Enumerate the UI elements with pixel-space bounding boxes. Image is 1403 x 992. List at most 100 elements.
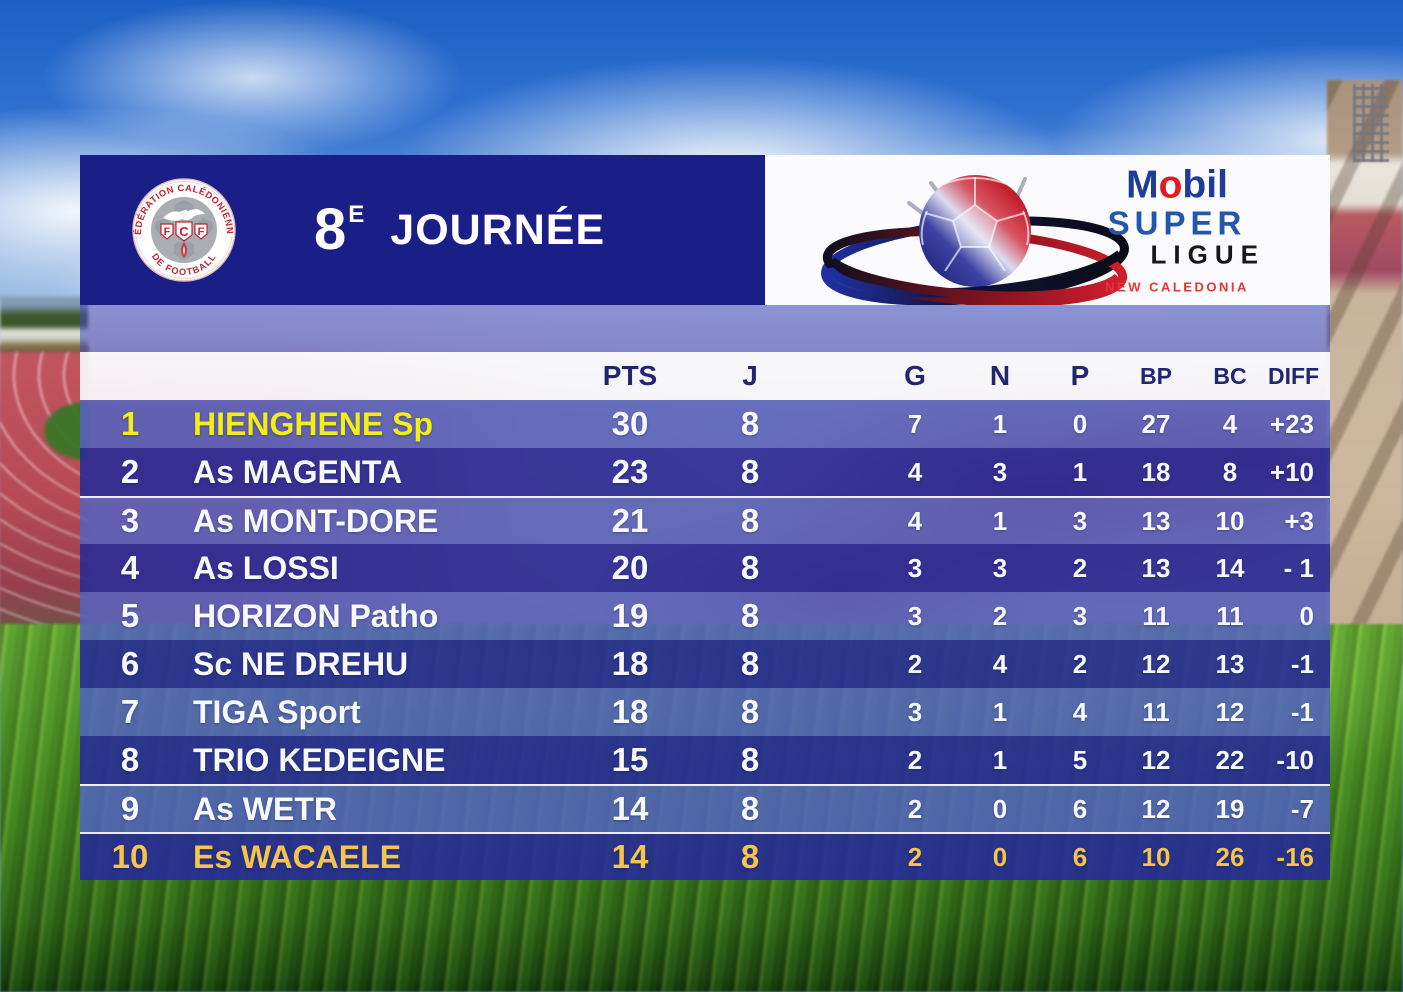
cell-j: 8: [740, 405, 760, 442]
cell-diff: -1: [1290, 696, 1314, 727]
fcf-letter-c: C: [179, 224, 189, 239]
cell-diff: +10: [1269, 456, 1314, 487]
new-caledonia-text: NEW CALEDONIA: [1105, 279, 1249, 295]
col-header-j: J: [742, 360, 758, 391]
table-row: 6 Sc NE DREHU 18 8 2 4 2 12 13 -1: [80, 640, 1330, 688]
cell-pts: 19: [611, 597, 649, 634]
col-header-bc: BC: [1213, 362, 1247, 389]
cell-team: Sc NE DREHU: [193, 645, 409, 682]
cell-bc: 14: [1215, 552, 1245, 583]
league-wordmark: Mobil SUPER LIGUE NEW CALEDONIA: [1088, 166, 1266, 295]
cell-j: 8: [740, 453, 760, 490]
cell-pts: 30: [611, 405, 649, 442]
cell-bp: 13: [1141, 552, 1171, 583]
cell-team: As WETR: [193, 790, 337, 827]
cell-team: As LOSSI: [193, 549, 339, 586]
cell-bp: 27: [1141, 408, 1171, 439]
cell-j: 8: [740, 693, 760, 730]
cell-j: 8: [740, 790, 760, 827]
cell-bp: 11: [1142, 600, 1170, 631]
col-header-n: N: [989, 360, 1011, 391]
cell-team: TIGA Sport: [193, 693, 361, 730]
ligue-text: LIGUE: [1150, 239, 1265, 270]
standings-rows: 1 HIENGHENE Sp 30 8 7 1 0 27 4 +23 2 As …: [80, 400, 1330, 880]
cell-j: 8: [740, 838, 760, 875]
cell-n: 3: [992, 552, 1008, 583]
table-row: 9 As WETR 14 8 2 0 6 12 19 -7: [80, 784, 1330, 832]
cell-p: 0: [1072, 408, 1088, 439]
cell-bc: 19: [1215, 793, 1245, 824]
cell-n: 2: [992, 600, 1008, 631]
cell-bp: 12: [1141, 648, 1171, 679]
col-header-bp: BP: [1140, 362, 1172, 389]
cell-rank: 2: [120, 453, 140, 490]
cell-bp: 13: [1141, 505, 1171, 536]
cell-j: 8: [740, 502, 760, 539]
cell-pts: 18: [611, 693, 649, 730]
cell-rank: 3: [120, 502, 140, 539]
header-left: FÉDÉRATION CALÉDONIENNE DE FOOTBALL: [80, 155, 765, 305]
cell-bc: 8: [1222, 456, 1238, 487]
cell-diff: +3: [1284, 505, 1314, 536]
cell-bc: 13: [1215, 648, 1245, 679]
cell-bc: 11: [1216, 600, 1244, 631]
cell-rank: 7: [120, 693, 140, 730]
cell-p: 3: [1072, 600, 1088, 631]
cell-g: 3: [907, 600, 923, 631]
background-floodlight-tower: [1353, 84, 1389, 162]
cell-g: 2: [907, 648, 923, 679]
cell-bp: 10: [1141, 841, 1171, 872]
col-header-g: G: [904, 360, 926, 391]
cell-rank: 8: [120, 741, 140, 778]
cell-g: 3: [907, 696, 923, 727]
matchday-title: 8 E JOURNÉE: [314, 201, 605, 259]
cell-bp: 18: [1141, 456, 1171, 487]
cell-n: 1: [992, 744, 1008, 775]
cell-p: 5: [1072, 744, 1088, 775]
matchday-ordinal: E: [348, 201, 365, 228]
cell-rank: 6: [120, 645, 140, 682]
mobil-logo-text: Mobil: [1126, 163, 1228, 207]
cell-n: 0: [992, 841, 1008, 872]
cell-team: As MAGENTA: [193, 453, 403, 490]
col-header-diff: DIFF: [1268, 362, 1320, 389]
cell-team: HORIZON Patho: [193, 597, 439, 634]
cell-bc: 4: [1222, 408, 1238, 439]
cell-pts: 14: [611, 790, 649, 827]
cell-pts: 14: [611, 838, 649, 875]
cell-team: Es WACAELE: [193, 838, 402, 875]
cell-diff: -7: [1290, 793, 1314, 824]
cell-g: 7: [907, 408, 923, 439]
cell-n: 1: [992, 505, 1008, 536]
table-row: 10 Es WACAELE 14 8 2 0 6 10 26 -16: [80, 832, 1330, 880]
cell-n: 4: [992, 648, 1008, 679]
table-row: 3 As MONT-DORE 21 8 4 1 3 13 10 +3: [80, 496, 1330, 544]
cell-bc: 12: [1215, 696, 1245, 727]
header-band: FÉDÉRATION CALÉDONIENNE DE FOOTBALL: [80, 155, 1330, 305]
cell-pts: 23: [611, 453, 649, 490]
header-spacer-strip: [80, 305, 1330, 352]
cell-pts: 20: [611, 549, 649, 586]
cell-rank: 5: [120, 597, 140, 634]
cell-bp: 12: [1141, 793, 1171, 824]
cell-g: 2: [907, 744, 923, 775]
cell-team: TRIO KEDEIGNE: [193, 741, 446, 778]
background-right-grandstand: [1327, 80, 1403, 642]
cell-g: 3: [907, 552, 923, 583]
cell-p: 1: [1072, 456, 1088, 487]
col-header-p: P: [1070, 360, 1090, 391]
cell-p: 2: [1072, 552, 1088, 583]
cell-pts: 21: [611, 502, 649, 539]
cell-diff: - 1: [1283, 552, 1314, 583]
cell-n: 1: [992, 696, 1008, 727]
cell-j: 8: [740, 645, 760, 682]
table-row: 7 TIGA Sport 18 8 3 1 4 11 12 -1: [80, 688, 1330, 736]
table-row: 1 HIENGHENE Sp 30 8 7 1 0 27 4 +23: [80, 400, 1330, 448]
cell-j: 8: [740, 549, 760, 586]
table-row: 4 As LOSSI 20 8 3 3 2 13 14 - 1: [80, 544, 1330, 592]
cell-rank: 10: [111, 838, 149, 875]
cell-diff: -1: [1290, 648, 1314, 679]
cell-p: 2: [1072, 648, 1088, 679]
table-row: 5 HORIZON Patho 19 8 3 2 3 11 11 0: [80, 592, 1330, 640]
